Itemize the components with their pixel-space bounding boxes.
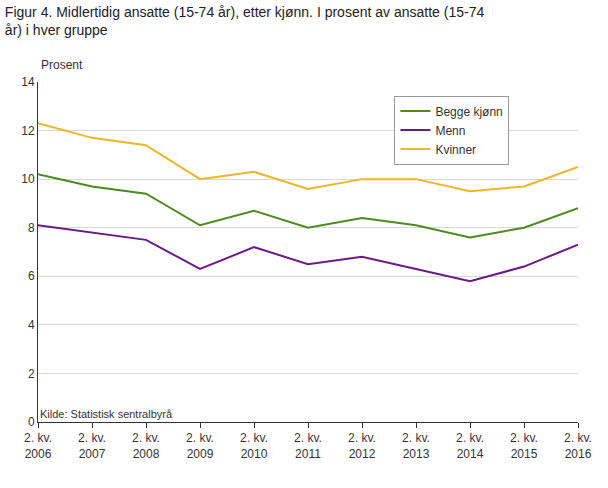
svg-text:8: 8	[28, 221, 35, 235]
svg-text:12: 12	[21, 124, 35, 138]
svg-text:0: 0	[28, 415, 35, 429]
svg-text:Figur 4. Midlertidig ansatte (: Figur 4. Midlertidig ansatte (15-74 år),…	[5, 4, 485, 38]
svg-text:2. kv.2013: 2. kv.2013	[402, 431, 430, 461]
svg-text:14: 14	[21, 75, 35, 89]
svg-text:Kvinner: Kvinner	[435, 143, 476, 157]
svg-text:2. kv.2008: 2. kv.2008	[132, 431, 160, 461]
svg-text:2. kv.2011: 2. kv.2011	[294, 431, 322, 461]
svg-text:10: 10	[21, 172, 35, 186]
svg-text:Begge kjønn: Begge kjønn	[435, 105, 502, 119]
svg-text:4: 4	[28, 318, 35, 332]
svg-text:2: 2	[28, 367, 35, 381]
svg-text:2. kv.2016: 2. kv.2016	[564, 431, 592, 461]
svg-text:2. kv.2014: 2. kv.2014	[456, 431, 484, 461]
svg-text:2. kv.2010: 2. kv.2010	[240, 431, 268, 461]
svg-text:2. kv.2012: 2. kv.2012	[348, 431, 376, 461]
svg-text:2. kv.2006: 2. kv.2006	[24, 431, 52, 461]
svg-text:2. kv.2015: 2. kv.2015	[510, 431, 538, 461]
svg-text:2. kv.2009: 2. kv.2009	[186, 431, 214, 461]
svg-text:2. kv.2007: 2. kv.2007	[78, 431, 106, 461]
svg-text:Prosent: Prosent	[41, 58, 83, 72]
svg-text:6: 6	[28, 269, 35, 283]
svg-text:Kilde: Statistisk sentralbyrå: Kilde: Statistisk sentralbyrå	[40, 408, 173, 420]
svg-text:Menn: Menn	[435, 124, 465, 138]
